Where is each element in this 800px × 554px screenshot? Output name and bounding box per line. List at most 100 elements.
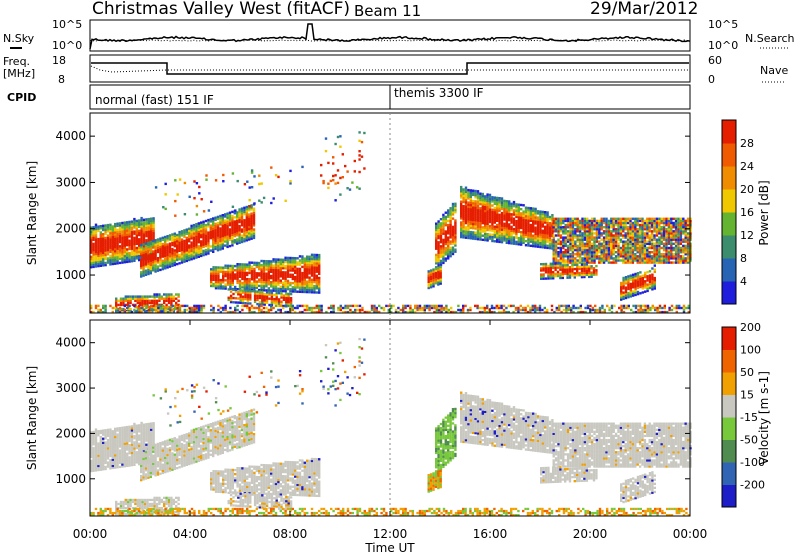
heatmap-cell	[111, 231, 114, 234]
heatmap-cell	[605, 240, 608, 243]
heatmap-cell	[634, 219, 637, 223]
heatmap-cell	[291, 265, 294, 268]
heatmap-cell	[214, 229, 217, 232]
heatmap-cell	[658, 226, 661, 229]
heatmap-cell	[159, 241, 162, 244]
heatmap-cell	[598, 240, 601, 243]
heatmap-cell	[566, 226, 570, 229]
heatmap-cell	[250, 212, 253, 215]
heatmap-cell	[488, 229, 492, 232]
heatmap-cell	[624, 280, 628, 283]
heatmap-cell	[121, 251, 124, 254]
heatmap-cell	[260, 268, 263, 271]
heatmap-cell	[226, 220, 229, 224]
heatmap-cell	[161, 267, 164, 271]
heatmap-cell	[236, 277, 239, 280]
heatmap-cell	[529, 213, 532, 216]
noise-sky-trace	[89, 23, 691, 50]
heatmap-cell	[111, 242, 114, 245]
heatmap-cell	[268, 297, 271, 300]
heatmap-cell	[315, 310, 318, 314]
heatmap-cell	[178, 239, 181, 242]
heatmap-cell	[562, 242, 565, 245]
heatmap-cell	[607, 228, 611, 231]
heatmap-cell	[476, 225, 480, 228]
heatmap-cell	[216, 228, 220, 231]
heatmap-cell	[624, 276, 628, 279]
heatmap-cell	[551, 228, 554, 231]
heatmap-cell	[529, 207, 532, 210]
heatmap-cell	[195, 306, 198, 310]
heatmap-cell	[552, 244, 555, 248]
heatmap-cell	[617, 230, 620, 233]
heatmap-cell	[318, 287, 321, 290]
heatmap-cell	[626, 217, 630, 220]
heatmap-cell	[462, 209, 465, 212]
nsky-label: N.Sky	[3, 32, 35, 45]
heatmap-cell	[665, 219, 668, 223]
heatmap-cell	[672, 242, 675, 245]
heatmap-cell	[236, 242, 239, 245]
heatmap-cell	[660, 232, 663, 235]
heatmap-cell	[447, 246, 450, 250]
heatmap-cell	[92, 259, 95, 262]
heatmap-cell	[662, 242, 666, 245]
heatmap-cell	[474, 216, 477, 220]
heatmap-cell	[263, 293, 266, 296]
heatmap-cell	[313, 268, 316, 271]
heatmap-cell	[500, 238, 504, 242]
heatmap-cell	[536, 230, 540, 234]
heatmap-cell	[358, 304, 362, 308]
heatmap-cell	[646, 223, 649, 227]
heatmap-cell	[238, 275, 242, 278]
heatmap-cell	[354, 310, 357, 314]
heatmap-cell	[252, 211, 256, 215]
heatmap-cell	[394, 308, 398, 312]
heatmap-cell	[313, 264, 316, 267]
heatmap-cell	[670, 261, 673, 264]
heatmap-cell	[268, 293, 271, 296]
heatmap-cell	[289, 283, 292, 287]
heatmap-cell	[626, 248, 630, 252]
heatmap-cell	[224, 283, 227, 286]
heatmap-cell	[291, 306, 294, 310]
heatmap-cell	[658, 223, 661, 227]
heatmap-cell	[588, 248, 591, 252]
heatmap-cell	[246, 291, 250, 295]
heatmap-cell	[517, 243, 520, 246]
heatmap-cell	[140, 241, 143, 245]
heatmap-cell	[202, 222, 205, 226]
heatmap-cell	[610, 248, 613, 252]
heatmap-cell	[106, 242, 110, 246]
heatmap-cell	[144, 271, 148, 274]
heatmap-cell	[454, 244, 457, 247]
heatmap-cell	[684, 244, 687, 248]
heatmap-cell	[566, 261, 570, 264]
heatmap-cell	[275, 296, 278, 299]
heatmap-cell	[222, 287, 225, 290]
heatmap-cell	[662, 223, 666, 227]
heatmap-cell	[590, 273, 593, 276]
heatmap-cell	[245, 210, 248, 213]
heatmap-cell	[462, 234, 465, 237]
heatmap-cell	[210, 268, 213, 271]
heatmap-cell	[634, 293, 637, 297]
heatmap-cell	[496, 234, 499, 237]
heatmap-cell	[467, 218, 470, 221]
heatmap-cell	[529, 211, 532, 214]
heatmap-cell	[631, 244, 635, 248]
heatmap-cell	[200, 233, 203, 237]
heatmap-cell	[564, 259, 567, 262]
heatmap-cell	[472, 214, 475, 217]
heatmap-cell	[294, 263, 297, 266]
heatmap-cell	[308, 268, 311, 271]
heatmap-cell	[496, 209, 499, 212]
heatmap-cell	[277, 302, 281, 305]
heatmap-cell	[454, 233, 457, 237]
heatmap-cell	[658, 217, 661, 220]
heatmap-cell	[260, 308, 263, 312]
heatmap-cell	[532, 219, 535, 223]
heatmap-cell	[138, 221, 141, 224]
heatmap-cell	[260, 276, 263, 279]
heatmap-cell	[578, 221, 582, 225]
